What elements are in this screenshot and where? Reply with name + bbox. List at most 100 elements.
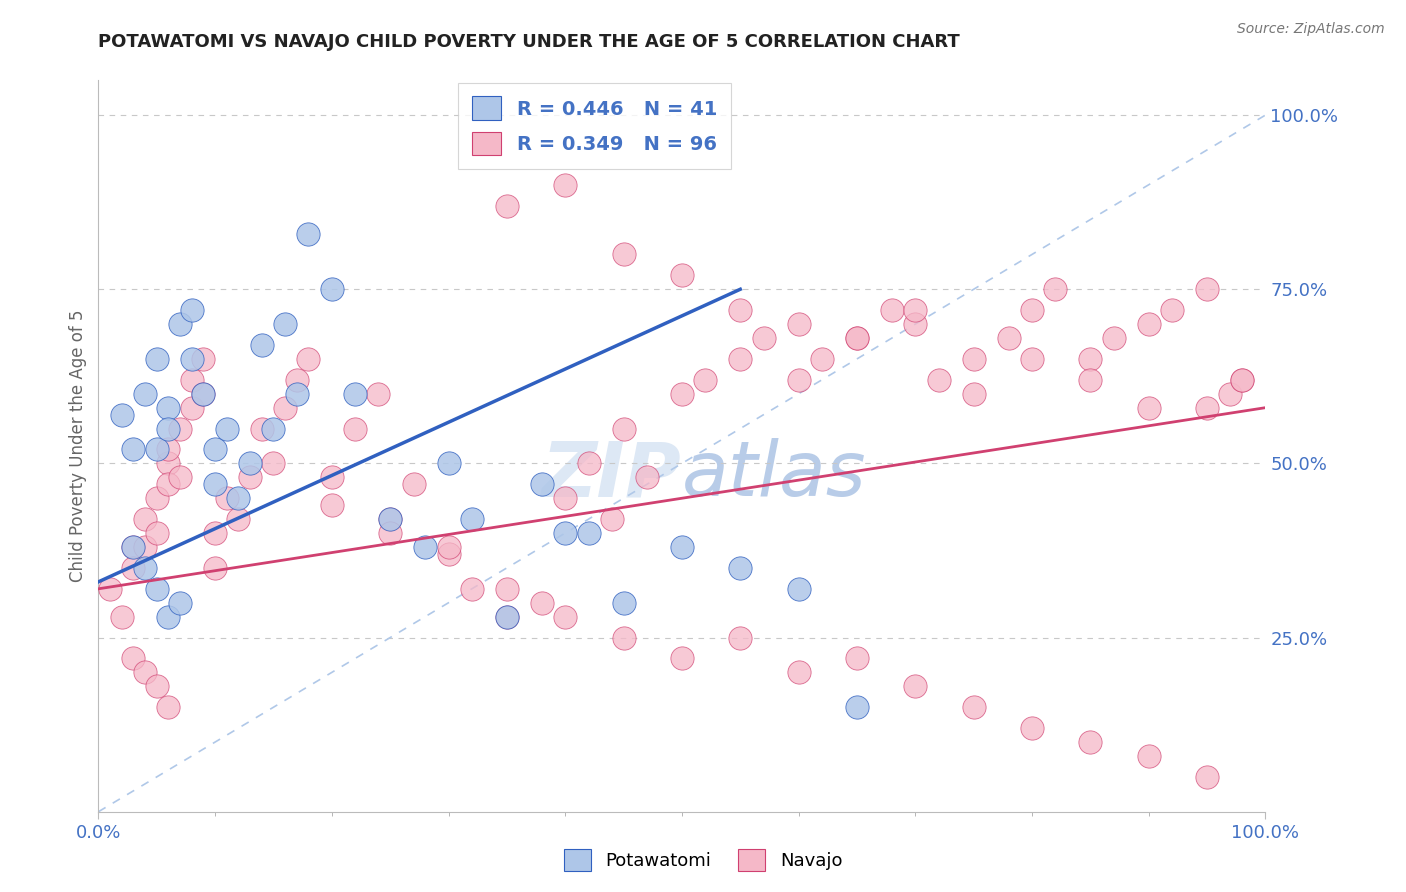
Point xyxy=(1137,401,1160,415)
Point xyxy=(157,442,180,457)
Point xyxy=(1161,303,1184,318)
Point xyxy=(157,421,180,435)
Point xyxy=(600,512,623,526)
Point xyxy=(321,282,343,296)
Point xyxy=(554,491,576,506)
Point xyxy=(134,386,156,401)
Point xyxy=(193,386,215,401)
Point xyxy=(285,373,308,387)
Point xyxy=(228,491,250,506)
Point xyxy=(671,268,693,283)
Point xyxy=(846,331,869,345)
Point xyxy=(204,561,226,575)
Point xyxy=(578,457,600,471)
Point xyxy=(146,442,169,457)
Legend: Potawatomi, Navajo: Potawatomi, Navajo xyxy=(557,842,849,879)
Point xyxy=(134,561,156,575)
Point xyxy=(274,317,297,331)
Point xyxy=(239,470,262,484)
Point xyxy=(180,373,202,387)
Point xyxy=(787,317,810,331)
Point xyxy=(1021,351,1043,366)
Point xyxy=(297,351,319,366)
Point xyxy=(578,526,600,541)
Text: atlas: atlas xyxy=(682,438,866,512)
Point xyxy=(496,609,519,624)
Point xyxy=(169,470,191,484)
Point xyxy=(344,421,367,435)
Point xyxy=(274,401,297,415)
Point xyxy=(122,540,145,554)
Point xyxy=(215,421,238,435)
Point xyxy=(1021,303,1043,318)
Point xyxy=(846,651,869,665)
Y-axis label: Child Poverty Under the Age of 5: Child Poverty Under the Age of 5 xyxy=(69,310,87,582)
Point xyxy=(285,386,308,401)
Point xyxy=(180,351,202,366)
Point xyxy=(111,609,134,624)
Point xyxy=(402,477,425,491)
Point xyxy=(928,373,950,387)
Point xyxy=(122,651,145,665)
Text: ZIP: ZIP xyxy=(543,438,682,512)
Point xyxy=(157,457,180,471)
Point xyxy=(193,351,215,366)
Point xyxy=(134,665,156,680)
Point xyxy=(1195,401,1218,415)
Point xyxy=(250,421,273,435)
Point xyxy=(496,582,519,596)
Point xyxy=(962,351,984,366)
Point xyxy=(157,609,180,624)
Point xyxy=(239,457,262,471)
Point xyxy=(695,373,717,387)
Point xyxy=(530,477,553,491)
Point xyxy=(461,582,484,596)
Point xyxy=(134,540,156,554)
Point xyxy=(1195,282,1218,296)
Point xyxy=(122,540,145,554)
Point xyxy=(146,679,169,693)
Point xyxy=(554,526,576,541)
Point xyxy=(146,582,169,596)
Point xyxy=(1230,373,1253,387)
Point xyxy=(204,526,226,541)
Point xyxy=(1080,373,1102,387)
Point xyxy=(1230,373,1253,387)
Point xyxy=(671,386,693,401)
Point xyxy=(904,679,927,693)
Point xyxy=(811,351,834,366)
Point xyxy=(787,582,810,596)
Point xyxy=(193,386,215,401)
Point xyxy=(169,596,191,610)
Point xyxy=(1021,721,1043,735)
Point xyxy=(204,477,226,491)
Point xyxy=(1102,331,1125,345)
Point xyxy=(367,386,389,401)
Point xyxy=(904,303,927,318)
Point xyxy=(98,582,121,596)
Point xyxy=(904,317,927,331)
Point xyxy=(146,351,169,366)
Point xyxy=(380,526,402,541)
Point xyxy=(496,609,519,624)
Point xyxy=(962,700,984,714)
Point xyxy=(146,526,169,541)
Point xyxy=(134,512,156,526)
Point xyxy=(962,386,984,401)
Point xyxy=(122,442,145,457)
Point xyxy=(262,421,284,435)
Point xyxy=(613,596,636,610)
Point xyxy=(1137,317,1160,331)
Legend: R = 0.446   N = 41, R = 0.349   N = 96: R = 0.446 N = 41, R = 0.349 N = 96 xyxy=(458,83,731,169)
Point xyxy=(321,498,343,512)
Point xyxy=(437,457,460,471)
Point xyxy=(997,331,1019,345)
Point xyxy=(613,421,636,435)
Point xyxy=(157,477,180,491)
Point xyxy=(321,470,343,484)
Point xyxy=(146,491,169,506)
Point xyxy=(157,700,180,714)
Point xyxy=(215,491,238,506)
Point xyxy=(752,331,775,345)
Point xyxy=(122,561,145,575)
